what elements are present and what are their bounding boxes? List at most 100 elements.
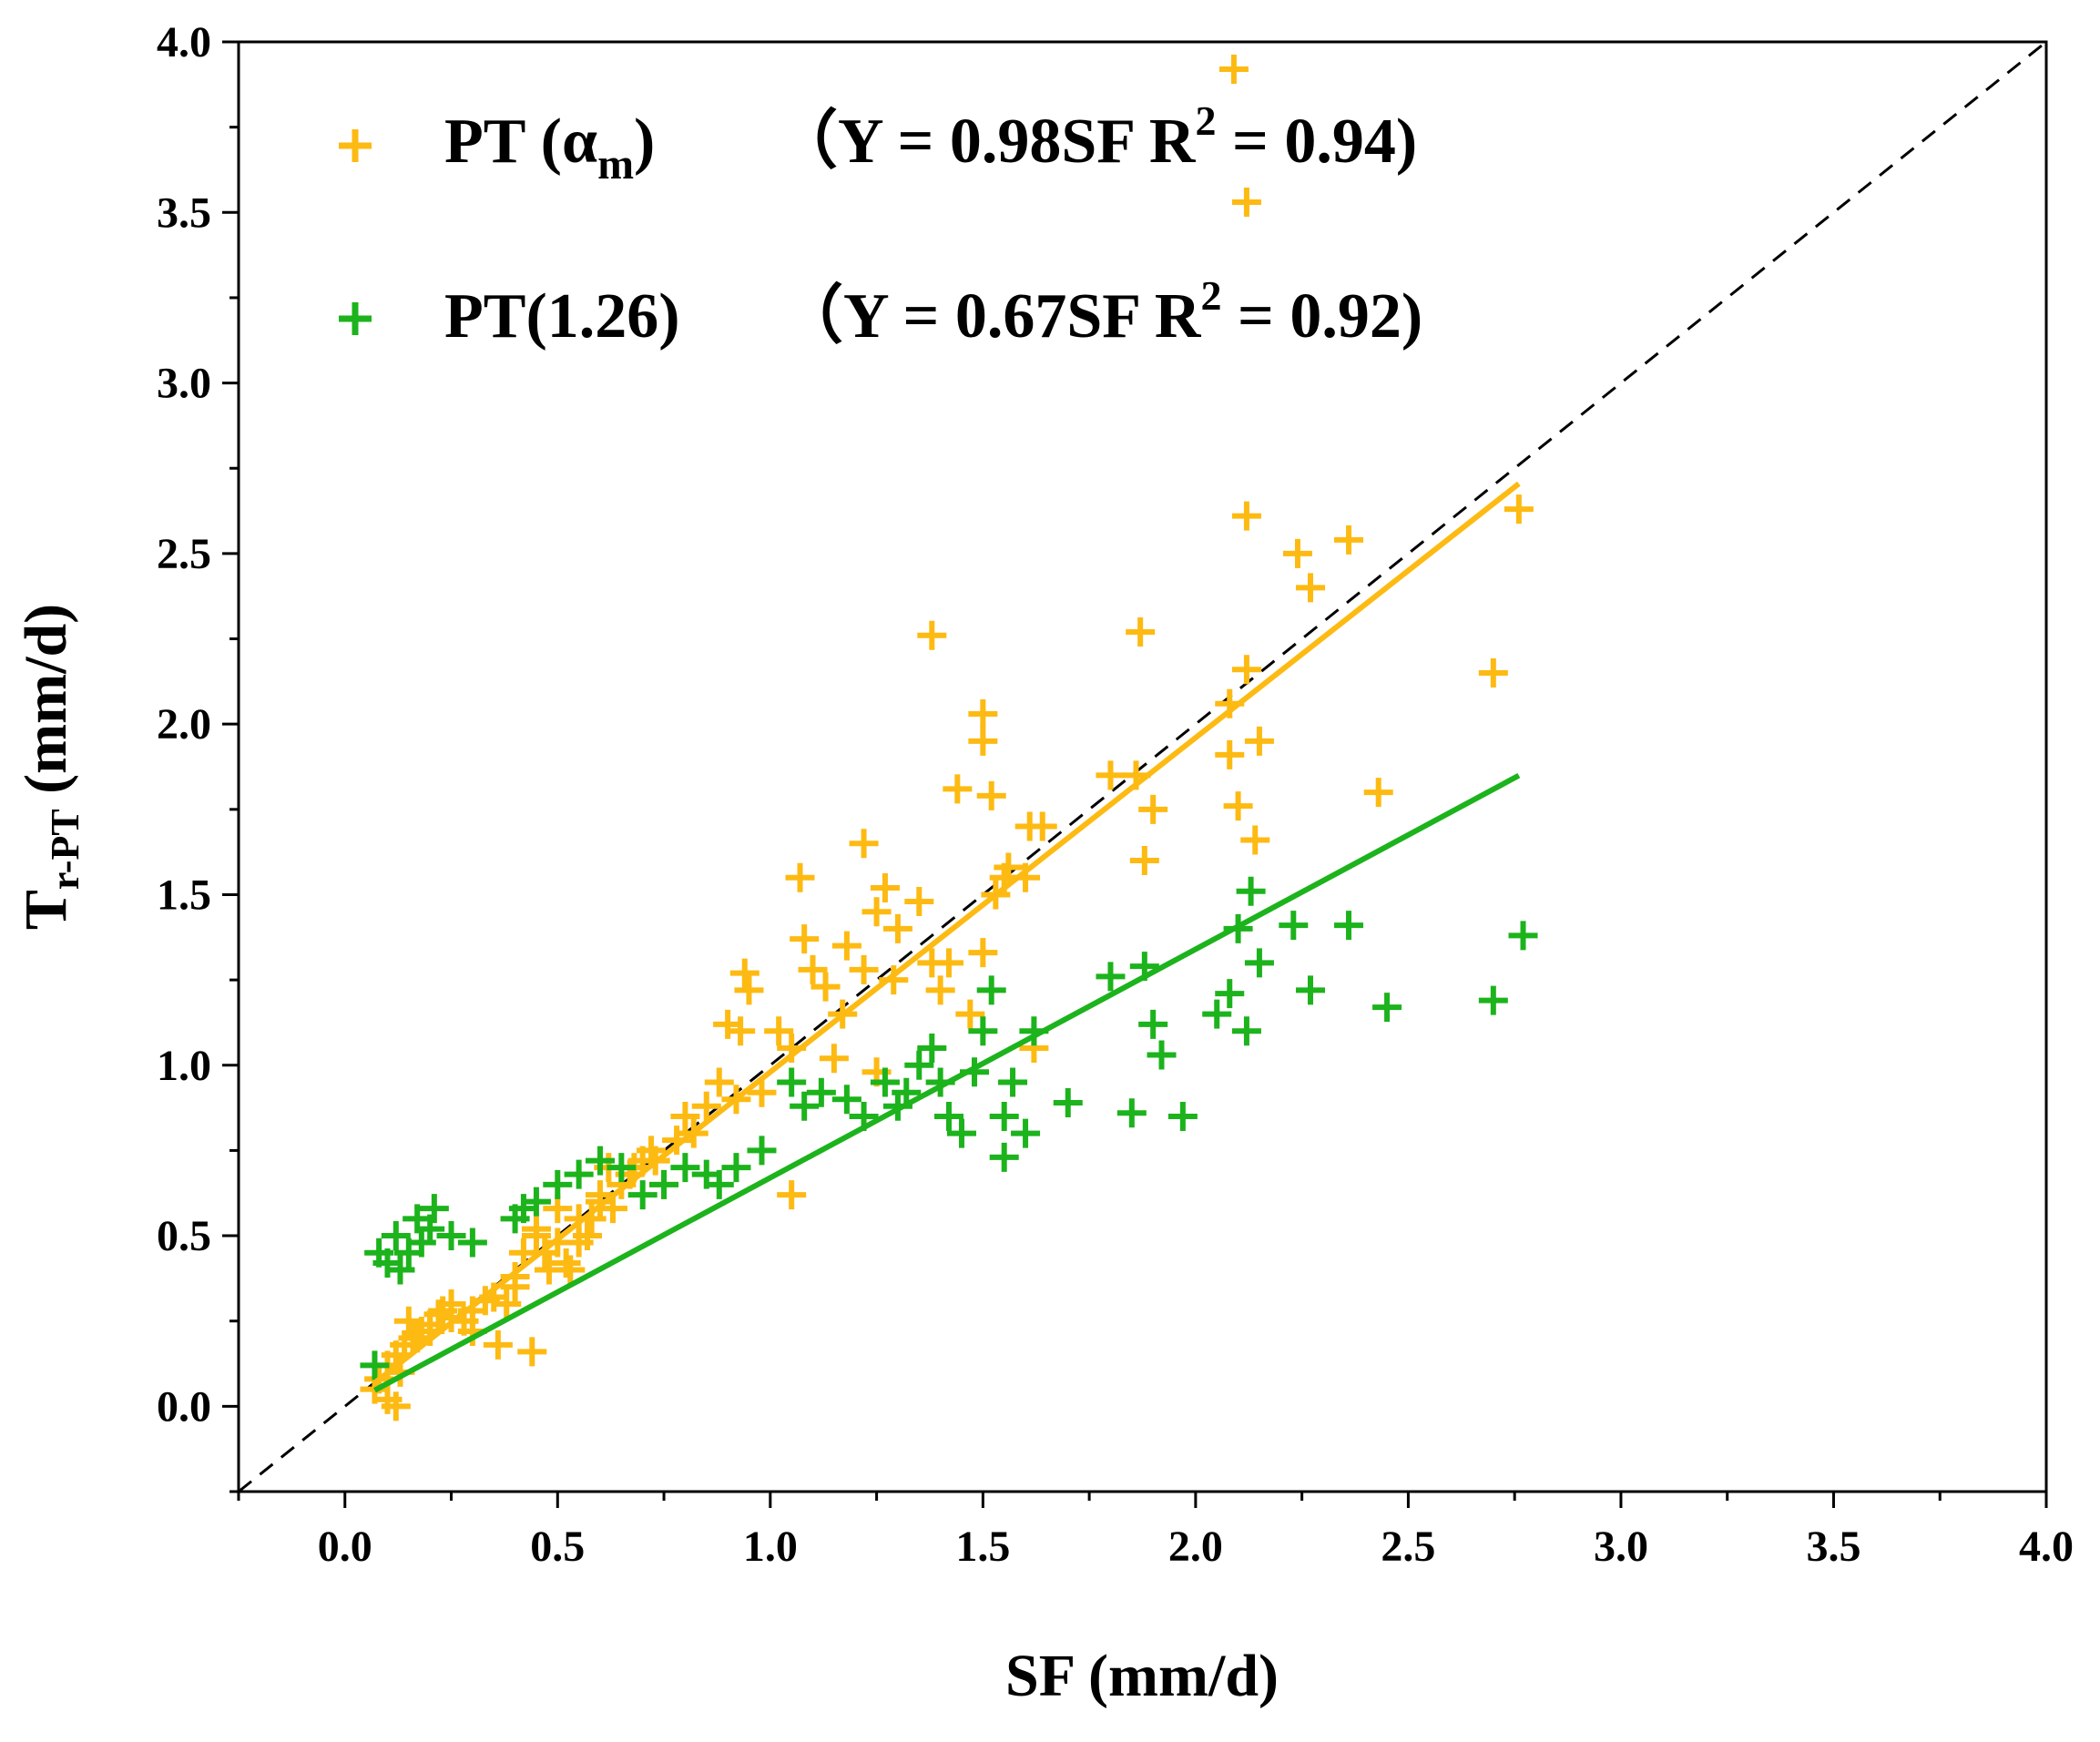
legend-label-pt-am-tail: ) bbox=[634, 107, 655, 177]
scatter-point bbox=[1478, 985, 1508, 1015]
scatter-point bbox=[572, 1221, 602, 1251]
legend-equation-pt-am-tail: = 0.94) bbox=[1217, 107, 1418, 177]
x-tick-label: 3.0 bbox=[1594, 1523, 1648, 1571]
scatter-point bbox=[403, 1204, 433, 1234]
scatter-point bbox=[1223, 791, 1253, 821]
scatter-point bbox=[989, 1142, 1019, 1172]
x-tick-label: 0.5 bbox=[530, 1523, 585, 1571]
x-tick-label: 2.0 bbox=[1168, 1523, 1223, 1571]
y-tick-label: 1.0 bbox=[157, 1042, 211, 1090]
legend-equation-pt-126-tail: = 0.92) bbox=[1222, 281, 1423, 351]
scatter-point bbox=[691, 1091, 721, 1121]
y-axis-title-sub: r-PT bbox=[43, 809, 87, 890]
scatter-point bbox=[1215, 979, 1245, 1009]
scatter-point bbox=[976, 975, 1006, 1005]
y-axis-title: Tr-PT (mm/d) bbox=[13, 604, 87, 930]
scatter-point bbox=[627, 1180, 658, 1210]
scatter-point bbox=[917, 1034, 947, 1064]
scatter-point bbox=[1334, 911, 1364, 941]
scatter-point bbox=[1053, 1087, 1083, 1117]
scatter-point bbox=[586, 1146, 615, 1176]
scatter-point bbox=[989, 1101, 1019, 1131]
scatter-point bbox=[831, 931, 861, 961]
scatter-point bbox=[870, 872, 900, 902]
svg-text:PT(1.26)（Y = 0.67SF R2 = 0.92: PT(1.26) （Y = 0.67SF R2 = 0.92) bbox=[444, 272, 1422, 351]
scatter-point bbox=[798, 954, 828, 984]
scatter-point bbox=[1096, 760, 1126, 790]
scatter-point bbox=[500, 1204, 530, 1234]
series-1-points bbox=[360, 876, 1538, 1380]
x-tick-label: 0.0 bbox=[318, 1523, 372, 1571]
y-axis-title-unit: (mm/d) bbox=[13, 604, 79, 809]
x-tick-label: 1.5 bbox=[955, 1523, 1010, 1571]
scatter-point bbox=[933, 1101, 963, 1131]
scatter-point bbox=[521, 1214, 551, 1244]
y-axis: 0.0 0.5 1.0 1.5 2.0 2.5 3.0 3.5 4.0 bbox=[157, 18, 239, 1493]
scatter-point bbox=[457, 1228, 487, 1258]
scatter-point bbox=[998, 1067, 1028, 1097]
legend-equation-pt-am: （Y = 0.98SF R bbox=[774, 106, 1197, 177]
plot-frame bbox=[237, 40, 2048, 1493]
scatter-point bbox=[1231, 188, 1261, 218]
y-tick-label: 0.0 bbox=[157, 1382, 211, 1431]
scatter-point bbox=[1478, 657, 1508, 688]
scatter-point bbox=[1138, 794, 1168, 824]
scatter-point bbox=[704, 1067, 734, 1097]
scatter-point bbox=[917, 620, 947, 650]
scatter-point bbox=[819, 1044, 849, 1074]
scatter-point bbox=[517, 1337, 547, 1367]
scatter-point bbox=[556, 1255, 586, 1285]
x-tick-label: 3.5 bbox=[1806, 1523, 1860, 1571]
scatter-point bbox=[968, 1016, 998, 1046]
y-tick-label: 2.5 bbox=[157, 530, 211, 578]
scatter-point bbox=[790, 924, 820, 954]
x-tick-label: 4.0 bbox=[2019, 1523, 2074, 1571]
scatter-point bbox=[785, 862, 815, 892]
scatter-point bbox=[521, 1187, 551, 1217]
scatter-point bbox=[1231, 655, 1261, 685]
scatter-point bbox=[530, 1238, 560, 1268]
scatter-point bbox=[483, 1329, 513, 1360]
scatter-point bbox=[1215, 739, 1245, 769]
scatter-point bbox=[1231, 501, 1261, 531]
scatter-point bbox=[1138, 1009, 1168, 1039]
legend-label-pt-am: PT (α bbox=[444, 107, 597, 177]
scatter-point bbox=[1011, 1118, 1041, 1148]
scatter-point bbox=[713, 1009, 743, 1039]
scatter-point bbox=[1202, 999, 1232, 1029]
y-tick-label: 3.5 bbox=[157, 188, 211, 237]
scatter-point bbox=[543, 1169, 573, 1199]
scatter-point bbox=[1372, 993, 1402, 1023]
scatter-point bbox=[1027, 811, 1057, 841]
x-tick-label: 2.5 bbox=[1381, 1523, 1435, 1571]
scatter-point bbox=[947, 1118, 976, 1148]
scatter-point bbox=[870, 1067, 900, 1097]
svg-text:PT (αm)（Y = 0.98SF R2 = 0.94): PT (αm) （Y = 0.98SF R2 = 0.94) bbox=[444, 97, 1417, 188]
scatter-point bbox=[1244, 726, 1274, 756]
scatter-point bbox=[955, 999, 985, 1029]
scatter-point bbox=[747, 1077, 777, 1107]
x-axis-title: SF (mm/d) bbox=[1005, 1643, 1279, 1709]
scatter-point bbox=[1334, 525, 1364, 555]
legend-equation-pt-am-sup: 2 bbox=[1196, 97, 1217, 144]
legend-entry-pt-am: PT (αm) （Y = 0.98SF R2 = 0.94) bbox=[339, 97, 1417, 188]
scatter-point bbox=[385, 1255, 415, 1285]
y-tick-label: 3.0 bbox=[157, 360, 211, 408]
scatter-point bbox=[968, 698, 998, 728]
scatter-point bbox=[734, 975, 764, 1005]
legend-marker-pt-126 bbox=[339, 302, 372, 335]
legend-label-pt-126: PT(1.26) bbox=[444, 281, 680, 351]
scatter-point bbox=[904, 886, 934, 916]
scatter-point bbox=[849, 954, 879, 984]
scatter-point bbox=[393, 1306, 423, 1336]
scatter-point bbox=[691, 1159, 721, 1189]
scatter-point bbox=[436, 1221, 466, 1251]
scatter-point bbox=[551, 1248, 581, 1278]
scatter-point bbox=[1244, 948, 1274, 978]
scatter-point bbox=[393, 1238, 423, 1268]
scatter-point bbox=[726, 1016, 756, 1046]
scatter-point bbox=[933, 948, 963, 978]
legend-label-pt-am-sub: m bbox=[597, 140, 634, 188]
scatter-point bbox=[1116, 1098, 1147, 1128]
